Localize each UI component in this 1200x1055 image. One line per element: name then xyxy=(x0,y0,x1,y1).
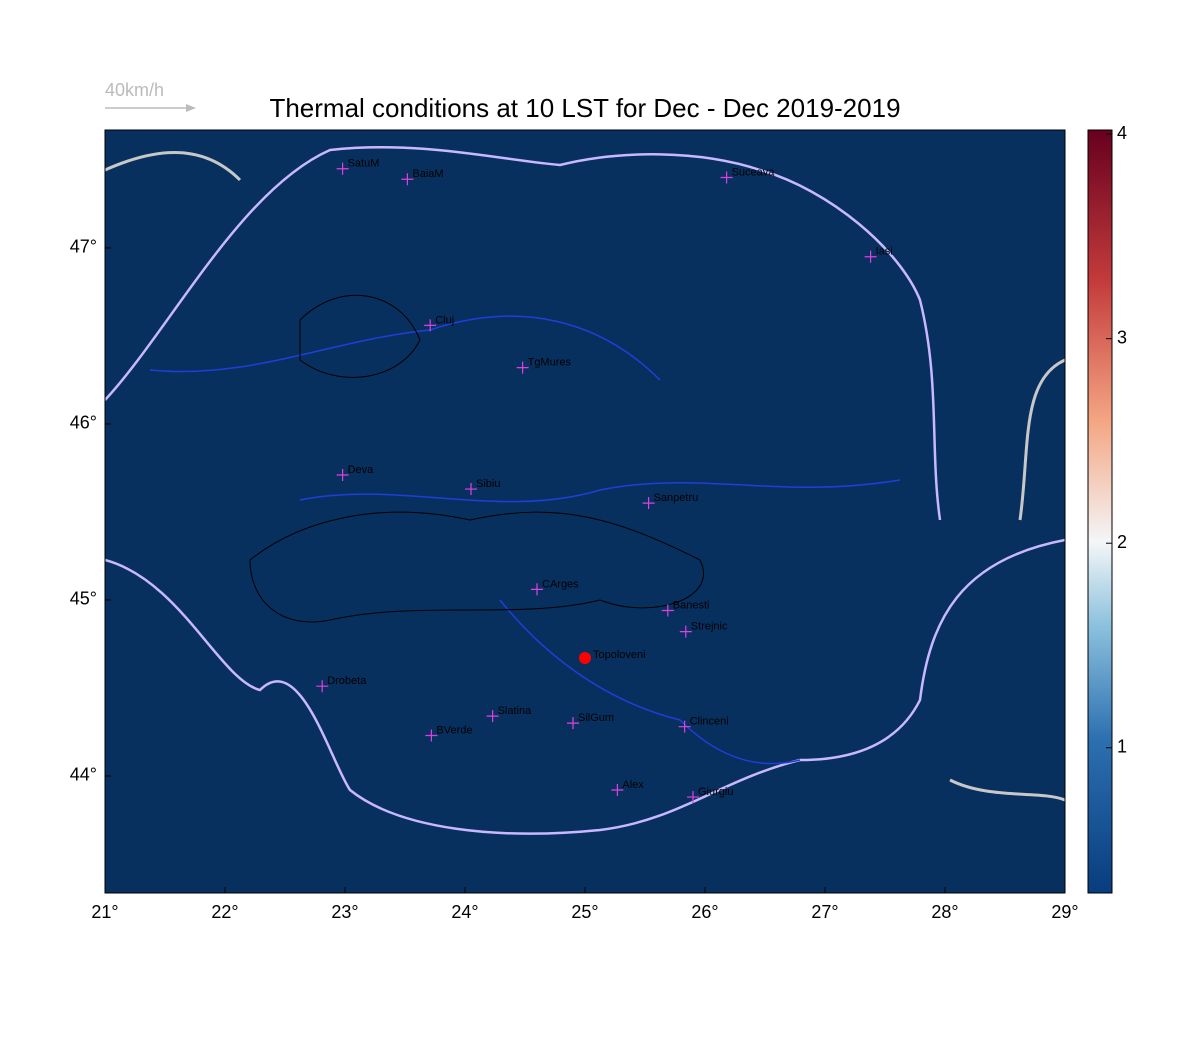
city-marker xyxy=(679,625,692,638)
city-label: BaiaM xyxy=(412,168,443,180)
city-marker xyxy=(336,162,349,175)
city-label: Banesti xyxy=(673,599,710,611)
site-label: Topoloveni xyxy=(593,649,646,661)
x-tick-label: 21° xyxy=(91,902,118,922)
border xyxy=(105,145,942,521)
city-label: Clinceni xyxy=(690,716,729,728)
x-tick-label: 26° xyxy=(691,902,718,922)
y-tick-label: 46° xyxy=(70,413,97,433)
city-marker xyxy=(486,710,499,723)
city-label: CArges xyxy=(542,578,579,590)
x-tick-label: 23° xyxy=(331,902,358,922)
city-marker xyxy=(642,497,655,510)
map-background xyxy=(105,130,1065,893)
city-marker xyxy=(425,729,438,742)
city-marker xyxy=(336,468,349,481)
y-tick-label: 44° xyxy=(70,765,97,785)
x-tick-label: 27° xyxy=(811,902,838,922)
city-label: Suceava xyxy=(732,166,776,178)
wind-legend-label: 40km/h xyxy=(105,80,164,100)
city-label: Deva xyxy=(348,464,375,476)
title: Thermal conditions at 10 LST for Dec - D… xyxy=(269,93,900,123)
city-marker xyxy=(661,604,674,617)
city-marker xyxy=(401,173,414,186)
city-marker xyxy=(465,483,477,496)
city-marker xyxy=(687,791,699,804)
colorbar-tick-label: 1 xyxy=(1117,737,1127,757)
city-label: Iasi xyxy=(876,246,893,258)
city-marker xyxy=(678,720,691,733)
city-label: Sibiu xyxy=(476,478,500,490)
city-marker xyxy=(424,319,437,332)
site-marker xyxy=(579,652,591,665)
city-marker xyxy=(864,250,877,263)
city-label: Strejnic xyxy=(691,621,728,633)
colorbar-tick-label: 4 xyxy=(1117,123,1127,143)
city-label: Cluj xyxy=(435,314,454,326)
x-tick-label: 22° xyxy=(211,902,238,922)
city-label: Sanpetru xyxy=(654,492,699,504)
wind-legend-arrow xyxy=(105,104,196,112)
country-border xyxy=(105,151,1065,802)
border xyxy=(105,538,1065,835)
city-label: BVerde xyxy=(436,724,472,736)
x-tick-label: 29° xyxy=(1051,902,1078,922)
city-marker xyxy=(567,717,579,730)
colorbar xyxy=(1087,129,1113,894)
contour xyxy=(249,294,704,623)
x-tick-label: 24° xyxy=(451,902,478,922)
city-marker xyxy=(316,680,329,693)
city-label: SatuM xyxy=(348,158,380,170)
y-tick-label: 47° xyxy=(70,237,97,257)
city-label: Giurgiu xyxy=(698,786,733,798)
y-tick-label: 45° xyxy=(70,589,97,609)
x-tick-label: 25° xyxy=(571,902,598,922)
city-marker xyxy=(720,171,733,184)
city-label: Alex xyxy=(622,779,644,791)
city-marker xyxy=(516,361,529,374)
city-label: Slatina xyxy=(498,705,533,717)
x-tick-label: 28° xyxy=(931,902,958,922)
city-label: SilGum xyxy=(578,712,614,724)
city-label: TgMures xyxy=(528,357,572,369)
city-marker xyxy=(531,583,543,596)
city-label: Drobeta xyxy=(327,675,367,687)
city-marker xyxy=(611,784,624,797)
colorbar-tick-label: 3 xyxy=(1117,327,1127,347)
colorbar-tick-label: 2 xyxy=(1117,532,1127,552)
